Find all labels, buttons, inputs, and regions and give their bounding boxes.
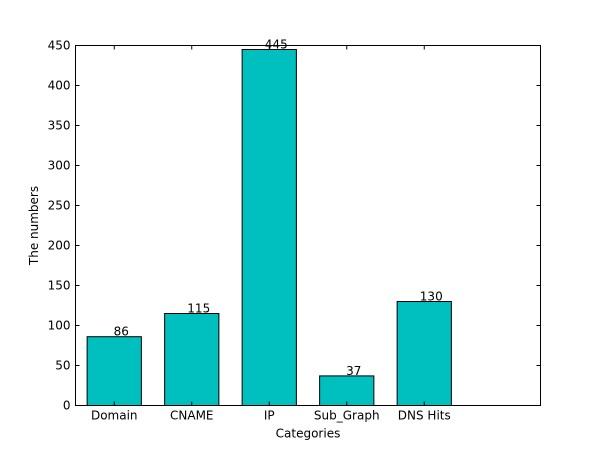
y-axis-title: The numbers bbox=[27, 186, 41, 266]
x-tick-label: IP bbox=[264, 409, 275, 423]
y-tick-label: 450 bbox=[48, 39, 71, 53]
labels-layer: 86 Domain 115 CNAME 445 IP 37 Sub_Graph 130 DNS H… bbox=[48, 38, 451, 423]
y-tick-label: 400 bbox=[48, 79, 71, 93]
y-tick-label: 250 bbox=[48, 199, 71, 213]
y-tick-label: 0 bbox=[63, 399, 71, 413]
x-tick-label: CNAME bbox=[170, 409, 214, 423]
y-tick-label: 300 bbox=[48, 159, 71, 173]
ticks-layer bbox=[75, 45, 541, 406]
data-label: 37 bbox=[346, 364, 361, 378]
data-label: 115 bbox=[187, 302, 210, 316]
data-label: 445 bbox=[265, 38, 288, 52]
y-tick-label: 100 bbox=[48, 319, 71, 333]
data-label: 86 bbox=[114, 325, 129, 339]
x-tick-label: DNS Hits bbox=[398, 409, 451, 423]
x-axis-title: Categories bbox=[276, 427, 341, 441]
bars-layer bbox=[86, 49, 452, 407]
y-tick-label: 200 bbox=[48, 239, 71, 253]
x-tick-label: Sub_Graph bbox=[314, 409, 380, 423]
bar-cname bbox=[164, 313, 220, 406]
y-tick-label: 50 bbox=[55, 359, 70, 373]
y-tick-label: 350 bbox=[48, 119, 71, 133]
plot-frame bbox=[75, 45, 541, 406]
data-label: 130 bbox=[420, 290, 443, 304]
bar-domain bbox=[86, 336, 142, 407]
bar-sub-graph bbox=[319, 375, 375, 406]
y-tick-label: 150 bbox=[48, 279, 71, 293]
x-tick-label: Domain bbox=[91, 409, 138, 423]
bar-dns-hits bbox=[396, 301, 452, 406]
bar-ip bbox=[241, 49, 297, 406]
